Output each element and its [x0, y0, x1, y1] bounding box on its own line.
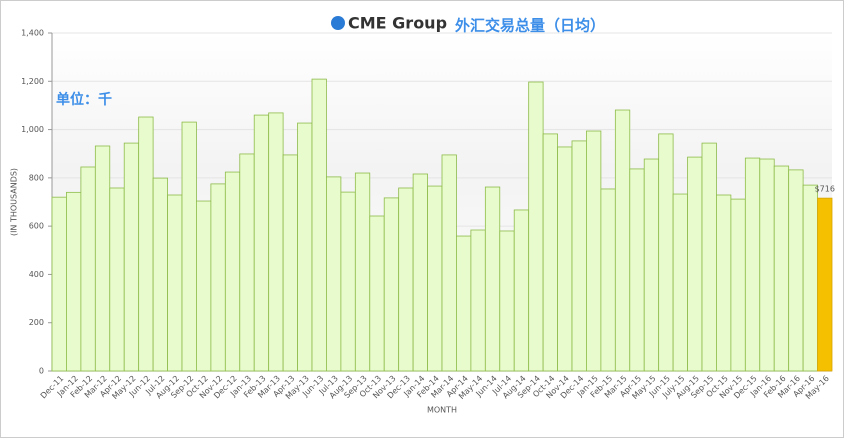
y-axis-label: (IN THOUSANDS) [10, 168, 19, 236]
logo [331, 16, 345, 30]
chart-title: 外汇交易总量（日均） [454, 17, 605, 35]
bar [152, 177, 168, 372]
bar [571, 140, 587, 372]
annotation: 单位：千 [56, 91, 112, 108]
bar [614, 109, 631, 372]
x-axis-label: MONTH [427, 406, 457, 415]
bar [441, 154, 457, 372]
bar [672, 193, 688, 372]
y-tick-label: 800 [29, 173, 44, 182]
bar [658, 133, 674, 372]
bar [456, 235, 472, 372]
bar [600, 188, 616, 372]
bar [412, 173, 428, 372]
bar [326, 176, 342, 372]
y-tick-label: 1,200 [21, 77, 44, 86]
bar [123, 142, 140, 372]
bar [340, 191, 356, 372]
y-tick-label: 1,000 [21, 125, 44, 134]
bar [297, 122, 313, 372]
bar [167, 194, 183, 372]
y-tick-label: 0 [39, 367, 44, 376]
bar [311, 78, 327, 372]
bar [239, 153, 255, 372]
brand: CME Group [348, 14, 447, 33]
bar [773, 165, 790, 372]
bar [109, 187, 125, 372]
bar [427, 185, 443, 372]
bar [210, 183, 226, 372]
bar [80, 166, 96, 372]
bar [744, 157, 761, 372]
bar [224, 171, 241, 372]
bar [817, 197, 833, 372]
y-tick-label: 600 [29, 222, 44, 231]
bar [643, 158, 660, 372]
bar [557, 146, 573, 372]
bar [354, 172, 371, 372]
y-tick-label: 400 [29, 270, 44, 279]
bar [629, 168, 645, 372]
bar [513, 209, 530, 372]
bar [383, 197, 400, 372]
bar [66, 191, 82, 372]
y-tick-label: 1,400 [21, 29, 44, 38]
y-tick-label: 200 [29, 318, 44, 327]
bar [687, 156, 703, 372]
bar [181, 121, 197, 372]
bar [138, 116, 154, 372]
bar [196, 200, 212, 372]
bar [499, 230, 515, 372]
bar [268, 112, 284, 372]
bar [528, 81, 544, 372]
bar [788, 169, 804, 372]
bar [802, 184, 818, 372]
bar [484, 186, 501, 372]
bar [398, 187, 414, 372]
bar [716, 194, 732, 372]
bar [730, 198, 746, 372]
value-label: $716 [815, 185, 835, 194]
bar [759, 158, 775, 372]
bar [51, 196, 67, 372]
bar [586, 130, 602, 372]
bar [94, 145, 111, 372]
bar [701, 142, 717, 372]
bar [282, 154, 298, 372]
bar [542, 133, 558, 372]
bar [369, 215, 385, 372]
bar [253, 114, 270, 372]
bar [470, 229, 486, 372]
